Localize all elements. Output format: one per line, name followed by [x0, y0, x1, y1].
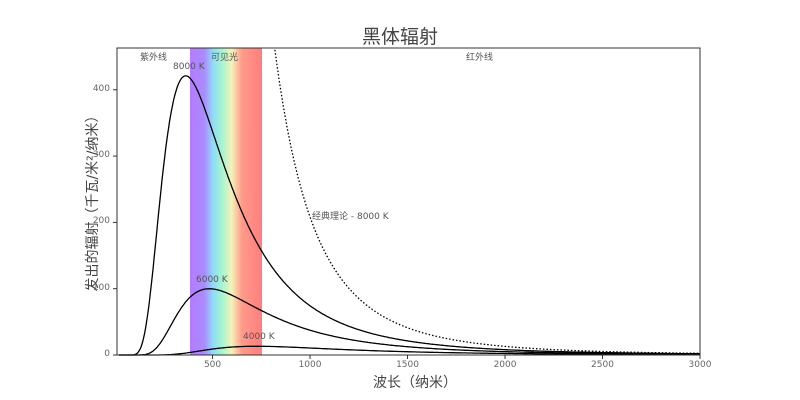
x-tick: 2500	[591, 360, 614, 370]
x-tick: 3000	[688, 360, 712, 370]
y-tick: 300	[92, 150, 110, 161]
label-6000k: 6000 K	[196, 275, 228, 285]
curve-8000k	[118, 75, 701, 356]
visible-label: 可见光	[211, 53, 239, 63]
classical-curve	[274, 49, 700, 354]
x-tick: 500	[203, 360, 222, 370]
classical-label: 经典理论 - 8000 K	[312, 212, 389, 222]
ir-label: 红外线	[466, 53, 494, 63]
uv-label: 紫外线	[140, 53, 168, 63]
x-tick: 1500	[396, 360, 419, 370]
x-tick: 1000	[298, 360, 322, 370]
y-tick: 100	[92, 282, 110, 293]
label-8000k: 8000 K	[173, 62, 205, 72]
curve-6000k	[118, 288, 700, 356]
axes-frame	[116, 47, 701, 356]
y-tick: 0	[104, 349, 110, 359]
x-tick: 2000	[493, 360, 517, 370]
y-tick: 200	[92, 216, 110, 227]
visible-band	[190, 48, 262, 355]
label-4000k: 4000 K	[243, 332, 275, 342]
x-axis-label: 波长（纳米）	[373, 375, 457, 391]
y-tick: 400	[92, 83, 110, 94]
curve-4000k	[118, 345, 700, 356]
chart-title: 黑体辐射	[361, 26, 438, 48]
